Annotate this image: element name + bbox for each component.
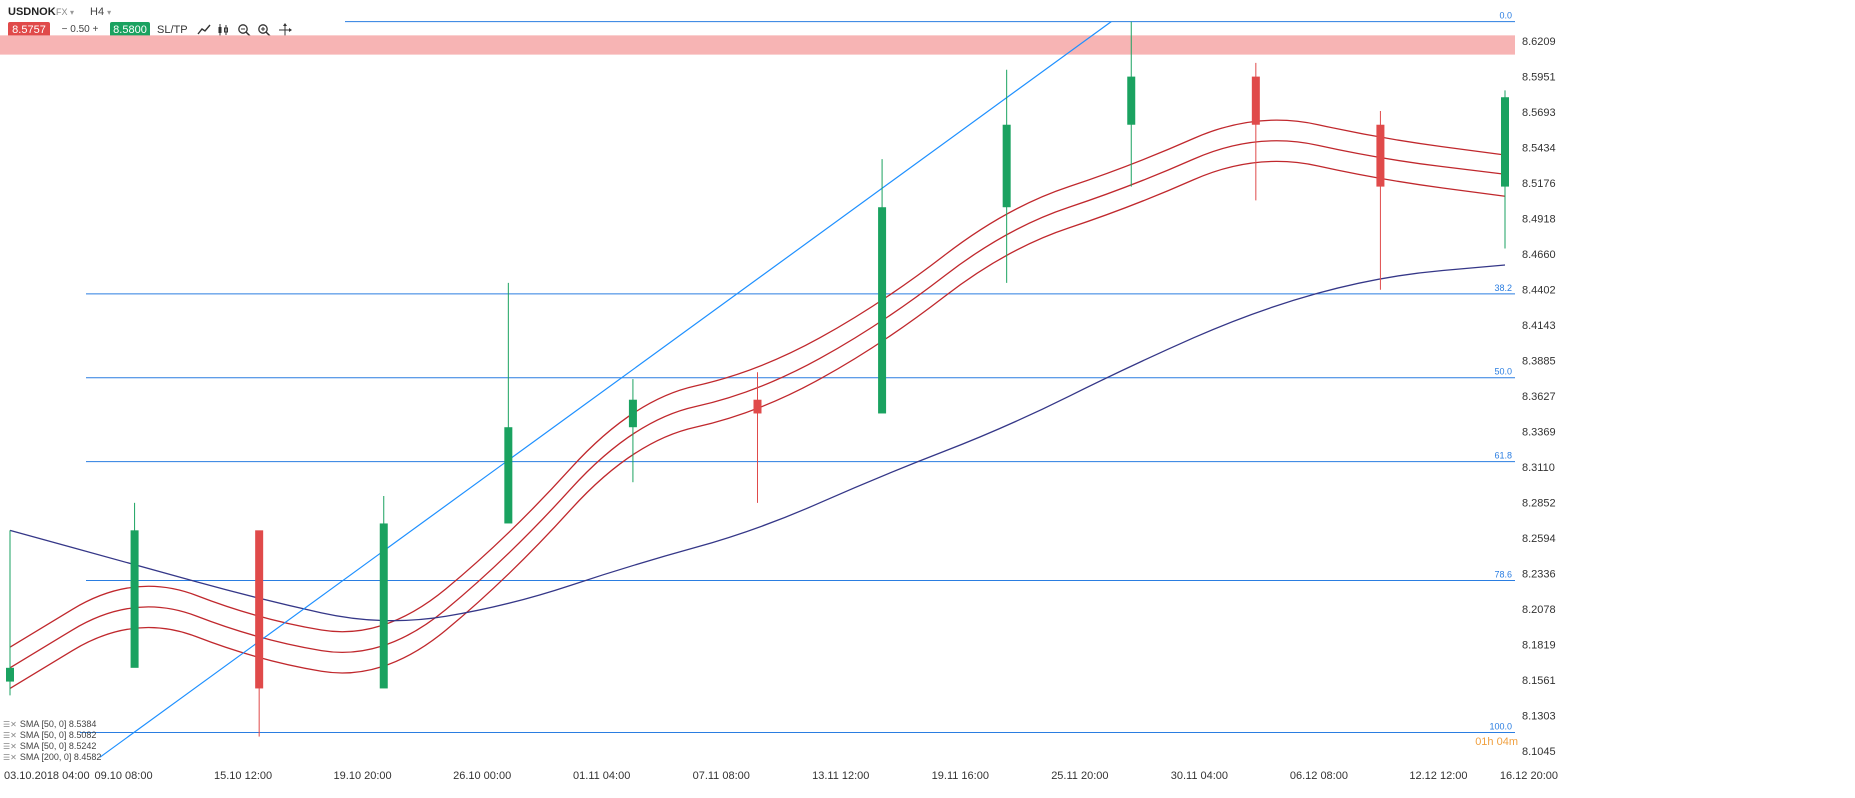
sltp-button[interactable]: SL/TP [157,24,188,36]
series-line [9,264,1506,622]
candle-body [1002,124,1011,208]
y-tick-label: 8.1561 [1522,675,1556,687]
candle-body [255,530,264,689]
x-tick-label: 15.10 12:00 [214,770,272,782]
resistance-zone [0,35,1515,55]
legend-item[interactable]: ☰✕ SMA [50, 0] 8.5242 [3,741,97,751]
x-tick-label: 06.12 08:00 [1290,770,1348,782]
y-tick-label: 8.3110 [1522,462,1555,474]
crosshair-icon[interactable] [277,23,293,39]
y-tick-label: 8.3627 [1522,391,1556,403]
y-tick-label: 8.2336 [1522,569,1556,581]
candle-body [1127,76,1136,125]
lot-stepper[interactable]: − 0.50 + [56,22,104,38]
indicator-legend: ☰✕ SMA [50, 0] 8.5384 ☰✕ SMA [50, 0] 8.508… [3,719,101,763]
candle-body [1501,97,1509,187]
market-label[interactable]: FX ▾ [56,7,75,17]
symbol-label[interactable]: USDNOK [8,6,56,18]
y-tick-label: 8.2852 [1522,498,1556,510]
y-tick-label: 8.4143 [1522,320,1556,332]
settings-icon[interactable]: ☰✕ [3,742,17,751]
settings-icon[interactable]: ☰✕ [3,720,17,729]
sell-button[interactable]: 8.5757 [8,22,50,38]
legend-item[interactable]: ☰✕ SMA [50, 0] 8.5384 [3,719,97,729]
candle-body [379,523,388,689]
x-tick-label: 09.10 08:00 [94,770,152,782]
y-tick-label: 8.4918 [1522,214,1556,226]
zoom-in-icon[interactable] [256,23,272,39]
line-chart-icon[interactable] [196,23,212,39]
candle-body [1251,76,1260,125]
x-tick-label: 07.11 08:00 [693,770,750,782]
y-tick-label: 8.2594 [1522,533,1556,545]
buy-button[interactable]: 8.5800 [110,22,150,38]
series-line [9,119,1506,648]
candle-body [130,530,139,668]
x-tick-label: 13.11 12:00 [812,770,869,782]
candle-body [878,207,887,414]
trend-line [99,21,1112,758]
settings-icon[interactable]: ☰✕ [3,731,17,740]
legend-item[interactable]: ☰✕ SMA [50, 0] 8.5082 [3,730,97,740]
zoom-out-icon[interactable] [236,23,252,39]
x-tick-label: 19.11 16:00 [932,770,989,782]
x-tick-label: 26.10 00:00 [453,770,511,782]
chevron-down-icon: ▾ [107,8,112,17]
candle-body [6,667,14,682]
x-tick-label: 12.12 12:00 [1409,770,1467,782]
candle-body [753,399,762,414]
x-tick-label: 30.11 04:00 [1171,770,1228,782]
candle-timer: 01h 04m [1475,736,1518,748]
y-tick-label: 8.5693 [1522,107,1556,119]
lot-minus-button[interactable]: − [61,24,68,35]
candlestick-icon[interactable] [216,23,232,39]
candle-body [1376,124,1385,187]
fib-level-label: 100.0 [1489,721,1512,731]
y-tick-label: 8.4660 [1522,249,1556,261]
x-tick-label: 01.11 04:00 [573,770,630,782]
y-tick-label: 8.5951 [1522,71,1556,83]
y-tick-label: 8.3369 [1522,426,1556,438]
series-line [9,160,1506,689]
y-tick-label: 8.2078 [1522,604,1556,616]
chevron-down-icon: ▾ [70,8,75,17]
fib-level-label: 78.6 [1494,570,1512,580]
fib-level-label: 61.8 [1494,451,1512,461]
y-tick-label: 8.1045 [1522,746,1556,758]
y-tick-label: 8.4402 [1522,284,1556,296]
series-line [9,140,1506,669]
y-tick-label: 8.6209 [1522,36,1556,48]
y-tick-label: 8.3885 [1522,356,1556,368]
lot-value[interactable]: 0.50 [70,24,90,35]
x-tick-label: 19.10 20:00 [334,770,392,782]
legend-item[interactable]: ☰✕ SMA [200, 0] 8.4582 [3,752,102,762]
y-tick-label: 8.5434 [1522,143,1556,155]
lot-plus-button[interactable]: + [92,24,99,35]
y-tick-label: 8.5176 [1522,178,1556,190]
fib-level-label: 0.0 [1499,11,1512,21]
x-tick-label: 25.11 20:00 [1051,770,1108,782]
y-tick-label: 8.1303 [1522,711,1556,723]
x-tick-label: 16.12 20:00 [1500,770,1558,782]
y-tick-label: 8.1819 [1522,640,1556,652]
x-tick-label: 03.10.2018 04:00 [4,770,90,782]
candle-body [628,399,637,428]
settings-icon[interactable]: ☰✕ [3,753,17,762]
candle-body [504,427,513,524]
timeframe-selector[interactable]: H4 ▾ [90,6,112,18]
chart-toolbar: USDNOK FX ▾ H4 ▾ 8.5757 − 0.50 + 8.5800 … [0,0,1855,44]
fib-level-label: 50.0 [1494,367,1512,377]
fib-level-label: 38.2 [1494,283,1512,293]
